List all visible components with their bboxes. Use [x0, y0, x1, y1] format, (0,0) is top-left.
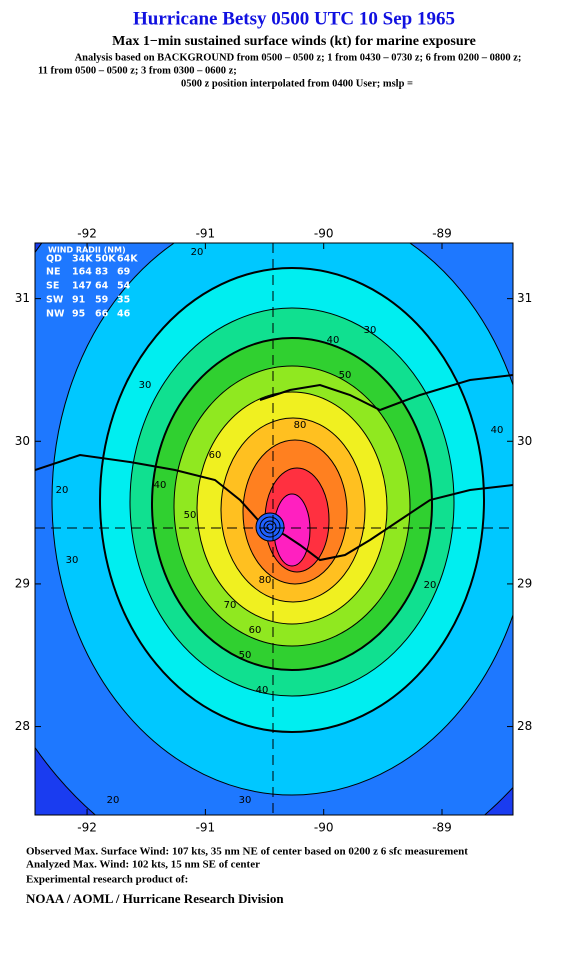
x-tick-label: -90 — [314, 821, 334, 835]
x-tick-label: -91 — [196, 821, 216, 835]
radii-cell: 46 — [117, 309, 131, 320]
contour-label: 60 — [209, 450, 222, 461]
analysis-line: 0500 z position interpolated from 0400 U… — [181, 78, 413, 89]
map-overlay: 20 30 40 50 80 30 60 40 50 30 20 80 70 60 50 40 30 20 40 20 — [35, 243, 513, 815]
contour-label: 60 — [249, 625, 262, 636]
subtitle: Max 1−min sustained surface winds (kt) f… — [112, 34, 476, 49]
contour-label: 20 — [107, 795, 120, 806]
radii-cell: 59 — [95, 295, 108, 306]
contour-label: 40 — [327, 335, 340, 346]
radii-title: WIND RADII (NM) — [48, 246, 126, 255]
analysis-line: 11 from 0500 – 0500 z; 3 from 0300 – 060… — [38, 65, 237, 76]
footer-line: Analyzed Max. Wind: 102 kts, 15 nm SE of… — [26, 859, 260, 871]
footer-line: Experimental research product of: — [26, 874, 188, 886]
y-tick-label: 29 — [517, 576, 532, 590]
coastline — [259, 374, 513, 412]
x-tick-label: -89 — [432, 821, 452, 835]
x-tick-label: -90 — [314, 227, 334, 241]
contour-label: 30 — [66, 555, 79, 566]
contour-label: 30 — [239, 795, 252, 806]
radii-cell: 164 — [72, 267, 92, 278]
radii-cell: 54 — [117, 281, 131, 292]
contour-label: 80 — [294, 420, 307, 431]
footer-credit: NOAA / AOML / Hurricane Research Divisio… — [26, 891, 284, 906]
contour-label: 50 — [184, 510, 197, 521]
contour-label: 20 — [191, 247, 204, 258]
contour-label: 20 — [56, 485, 69, 496]
y-tick-label: 30 — [517, 434, 532, 448]
radii-header: 64K — [117, 254, 138, 265]
radii-header: 50K — [95, 254, 116, 265]
eye-contour — [263, 520, 277, 534]
radii-cell: 69 — [117, 267, 130, 278]
radii-cell: 64 — [95, 281, 109, 292]
contour-label: 80 — [259, 575, 272, 586]
contour-label: 40 — [256, 685, 269, 696]
wind-field — [35, 243, 513, 815]
footer-line: Observed Max. Surface Wind: 107 kts, 35 … — [26, 846, 468, 858]
contour-label: 40 — [491, 425, 504, 436]
radii-cell: 91 — [72, 295, 85, 306]
map-frame — [34, 242, 514, 816]
contour-label: 50 — [239, 650, 252, 661]
analysis-line: Analysis based on BACKGROUND from 0500 –… — [75, 52, 522, 63]
radii-cell: NW — [46, 309, 65, 320]
radii-cell: 66 — [95, 309, 109, 320]
radii-cell: 95 — [72, 309, 85, 320]
y-tick-label: 30 — [15, 434, 30, 448]
radii-cell: 83 — [95, 267, 108, 278]
x-tick-label: -89 — [432, 227, 452, 241]
y-tick-label: 29 — [15, 576, 30, 590]
y-tick-label: 31 — [15, 291, 30, 305]
contour-label: 40 — [154, 480, 167, 491]
radii-cell: 35 — [117, 295, 130, 306]
radii-header: QD — [46, 254, 62, 265]
y-tick-label: 31 — [517, 291, 532, 305]
contour-label: 70 — [224, 600, 237, 611]
radii-cell: 147 — [72, 281, 92, 292]
eye-contour — [259, 516, 281, 538]
radii-header: 34K — [72, 254, 93, 265]
contour-label: 30 — [139, 380, 152, 391]
x-tick-label: -92 — [77, 821, 97, 835]
radii-cell: SE — [46, 281, 59, 292]
contour-label: 20 — [424, 580, 437, 591]
contour-label: 30 — [364, 325, 377, 336]
y-tick-label: 28 — [15, 719, 30, 733]
radii-cell: SW — [46, 295, 64, 306]
radii-cell: NE — [46, 267, 60, 278]
contour-label: 50 — [339, 370, 352, 381]
title: Hurricane Betsy 0500 UTC 10 Sep 1965 — [133, 8, 455, 29]
eye-contour — [266, 523, 274, 531]
x-tick-label: -92 — [77, 227, 97, 241]
y-tick-label: 28 — [517, 719, 532, 733]
x-tick-label: -91 — [196, 227, 216, 241]
coastline — [35, 453, 513, 562]
